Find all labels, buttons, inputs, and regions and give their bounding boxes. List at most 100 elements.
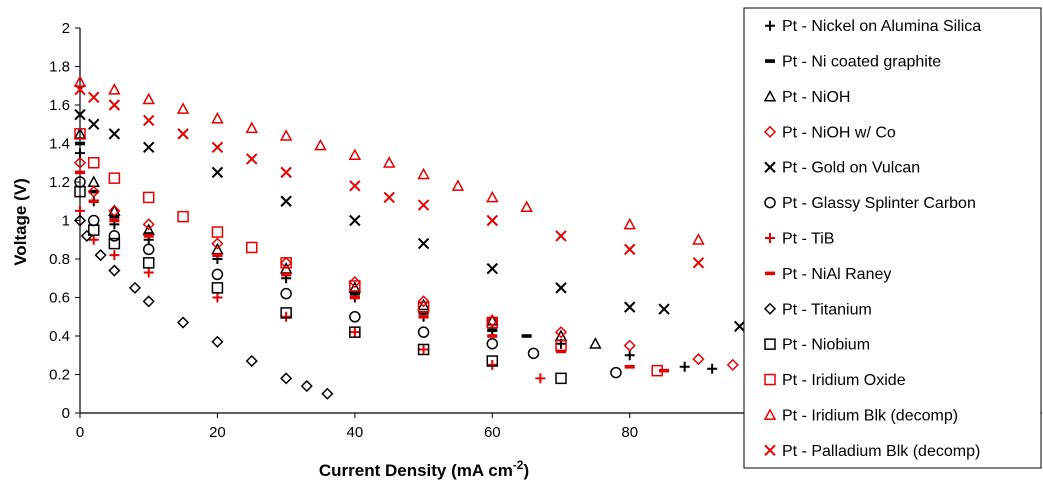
- data-point: [486, 316, 499, 329]
- legend-label: Pt - Iridium Blk (decomp): [782, 407, 958, 424]
- legend-marker: [763, 302, 777, 315]
- data-point: [726, 358, 739, 371]
- data-point: [128, 281, 142, 294]
- legend-marker: [763, 125, 777, 138]
- data-point: [246, 153, 258, 165]
- legend-item: Pt - Ni coated graphite: [765, 54, 941, 71]
- y-tick-label: 0.4: [49, 328, 70, 345]
- data-point: [88, 118, 100, 130]
- data-point: [88, 91, 100, 104]
- data-point: [280, 287, 292, 300]
- data-point: [211, 226, 224, 238]
- data-point: [75, 170, 85, 175]
- legend-item: Pt - TiB: [765, 231, 834, 248]
- legend-label: Pt - Palladium Blk (decomp): [782, 443, 980, 460]
- legend-label: Pt - Iridium Oxide: [782, 372, 906, 389]
- data-point: [349, 180, 361, 192]
- data-point: [88, 189, 99, 194]
- legend-label: Pt - NiOH: [782, 89, 850, 106]
- legend-marker: [763, 89, 777, 102]
- data-point: [177, 128, 189, 140]
- data-point: [623, 217, 636, 230]
- legend-marker: [764, 196, 776, 209]
- data-point: [142, 191, 155, 204]
- legend: Pt - Nickel on Alumina Silica Pt - Ni coa…: [743, 7, 1042, 469]
- data-point: [281, 272, 292, 277]
- legend-marker: [765, 20, 775, 31]
- data-point: [383, 191, 395, 204]
- legend-marker: [763, 408, 777, 420]
- data-point: [349, 214, 361, 227]
- series-4: [73, 156, 739, 371]
- x-tick-label: 0: [76, 424, 84, 441]
- data-point: [142, 243, 155, 256]
- data-point: [486, 337, 499, 350]
- x-tick-label: 40: [347, 424, 364, 441]
- data-point: [417, 167, 430, 180]
- legend-item: Pt - Nickel on Alumina Silica: [765, 18, 981, 35]
- y-tick-label: 0.6: [49, 290, 70, 307]
- legend-item: Pt - NiOH w/ Co: [763, 124, 896, 141]
- data-point: [555, 339, 567, 352]
- legend-box: [743, 7, 1042, 469]
- y-tick-label: 0: [62, 405, 70, 422]
- data-point: [211, 111, 224, 124]
- legend-label: Pt - Gold on Vulcan: [782, 160, 920, 177]
- data-point: [108, 99, 121, 111]
- data-point: [143, 234, 154, 238]
- data-point: [527, 347, 540, 360]
- data-point: [624, 350, 635, 361]
- data-point: [108, 264, 121, 277]
- data-point: [349, 280, 361, 292]
- y-tick-label: 1.2: [49, 174, 70, 191]
- data-point: [487, 328, 498, 333]
- data-point: [211, 335, 224, 348]
- data-point: [451, 179, 465, 191]
- data-point: [75, 205, 85, 216]
- data-point: [520, 200, 533, 213]
- series-1: [75, 148, 718, 374]
- data-point: [176, 102, 190, 114]
- legend-item: Pt - NiOH: [763, 89, 850, 106]
- x-tick-label: 60: [484, 424, 501, 441]
- data-point: [108, 204, 121, 217]
- data-point: [535, 373, 546, 384]
- data-point: [142, 295, 155, 308]
- data-point: [211, 166, 224, 179]
- data-point: [348, 148, 362, 161]
- data-point: [707, 363, 718, 374]
- data-point: [88, 199, 99, 204]
- data-point: [143, 114, 155, 127]
- data-point: [349, 295, 360, 300]
- data-point: [417, 343, 430, 356]
- data-point: [75, 148, 85, 159]
- data-point: [108, 172, 121, 184]
- series-8: [75, 170, 670, 373]
- legend-marker: [765, 233, 775, 243]
- data-point: [279, 129, 293, 141]
- data-point: [142, 92, 155, 105]
- legend-marker: [764, 444, 776, 457]
- legend-label: Pt - Titanium: [782, 301, 872, 318]
- legend-label: Pt - Ni coated graphite: [782, 54, 941, 71]
- data-point: [624, 365, 635, 369]
- y-tick-label: 1: [62, 213, 70, 230]
- data-point: [300, 379, 313, 393]
- series-2: [75, 141, 532, 338]
- data-point: [623, 339, 636, 352]
- data-point: [87, 157, 100, 169]
- legend-marker: [765, 59, 775, 63]
- y-tick-label: 1.8: [49, 59, 70, 76]
- data-point: [73, 214, 87, 227]
- data-point: [692, 233, 705, 245]
- data-point: [692, 257, 705, 269]
- y-tick-label: 0.2: [49, 367, 70, 384]
- data-point: [651, 364, 663, 377]
- legend-item: Pt - Iridium Blk (decomp): [763, 407, 958, 424]
- data-point: [212, 253, 223, 257]
- data-point: [280, 307, 292, 319]
- data-point: [486, 355, 499, 367]
- data-point: [108, 83, 121, 95]
- data-point: [417, 301, 430, 313]
- data-point: [212, 292, 223, 303]
